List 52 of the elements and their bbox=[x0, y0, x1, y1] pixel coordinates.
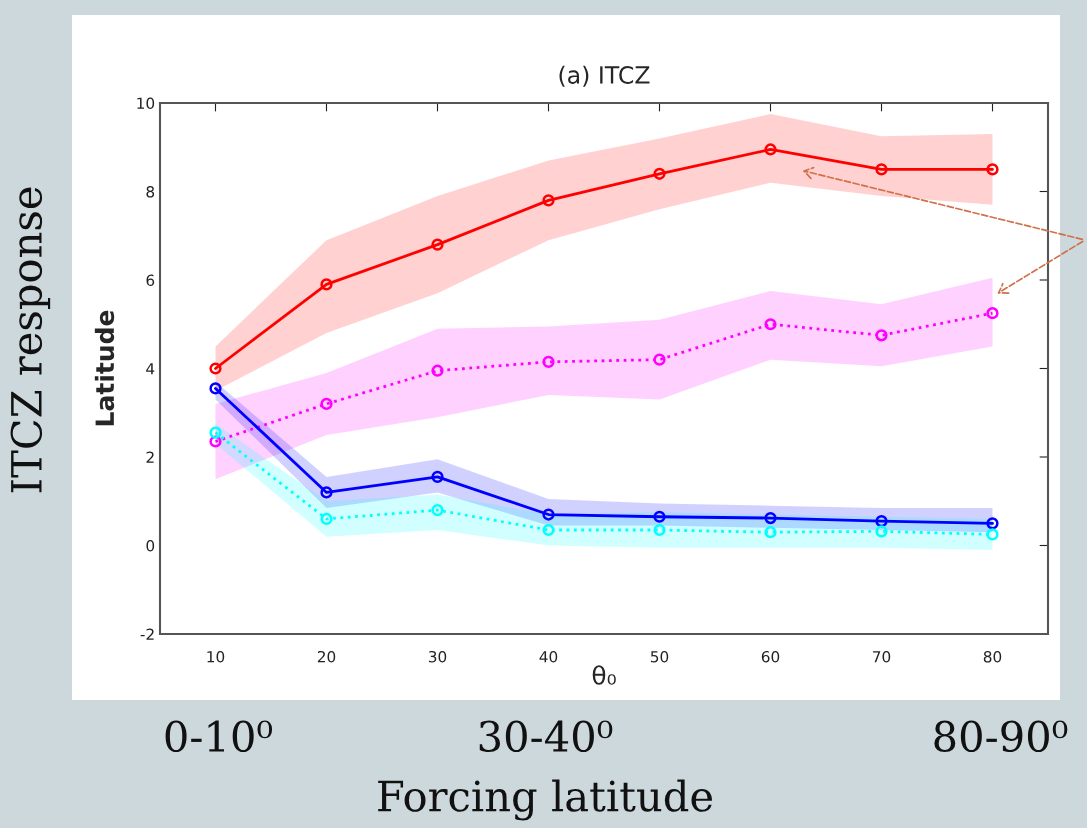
point bbox=[209, 382, 222, 395]
point bbox=[431, 503, 444, 517]
x-tick-label: 50 bbox=[650, 650, 669, 663]
point bbox=[653, 510, 666, 523]
point bbox=[431, 238, 444, 251]
point bbox=[320, 512, 333, 526]
point bbox=[764, 526, 777, 539]
y-tick-label: 4 bbox=[146, 363, 155, 375]
chart-title: (a) ITCZ bbox=[559, 65, 650, 87]
x-tick-label: 60 bbox=[761, 650, 780, 663]
y-tick-label: 10 bbox=[137, 97, 155, 110]
x-tick-label: 80 bbox=[983, 650, 1002, 663]
point bbox=[431, 364, 444, 377]
y-tick-label: 6 bbox=[146, 274, 155, 287]
y-tick-label: 0 bbox=[146, 539, 155, 552]
point bbox=[653, 353, 666, 366]
point bbox=[653, 167, 666, 180]
y-tick-label: 2 bbox=[146, 451, 154, 463]
point bbox=[542, 523, 555, 537]
point bbox=[431, 470, 444, 484]
x-tick-label: 10 bbox=[207, 650, 225, 663]
point bbox=[320, 486, 333, 499]
text: 80-90⁰ bbox=[934, 720, 1068, 753]
point bbox=[320, 397, 333, 411]
point bbox=[986, 163, 999, 176]
point bbox=[653, 523, 666, 537]
x-tick-label: 70 bbox=[873, 650, 891, 663]
point bbox=[875, 525, 888, 538]
point bbox=[209, 362, 222, 375]
text: ITCZ response bbox=[10, 187, 51, 493]
point bbox=[209, 426, 222, 439]
point bbox=[764, 318, 777, 331]
x-axis-title: θ₀ bbox=[592, 665, 616, 685]
x-tick-label: 30 bbox=[428, 650, 447, 663]
point bbox=[320, 278, 333, 291]
text: 0-10⁰ bbox=[165, 720, 273, 753]
text: Forcing latitude bbox=[378, 779, 713, 821]
point bbox=[542, 355, 555, 368]
point bbox=[764, 143, 777, 156]
point bbox=[986, 307, 999, 320]
text: 30-40⁰ bbox=[479, 720, 613, 753]
point bbox=[875, 163, 888, 176]
y-axis-title: Latitude bbox=[94, 310, 115, 426]
point bbox=[875, 329, 888, 342]
point bbox=[986, 528, 999, 541]
x-tick-label: 20 bbox=[317, 650, 336, 663]
point bbox=[542, 194, 555, 207]
y-tick-label: 8 bbox=[146, 185, 155, 198]
point bbox=[542, 508, 555, 521]
x-tick-label: 40 bbox=[539, 650, 558, 663]
y-tick-label: -2 bbox=[140, 628, 154, 640]
point bbox=[764, 511, 777, 525]
